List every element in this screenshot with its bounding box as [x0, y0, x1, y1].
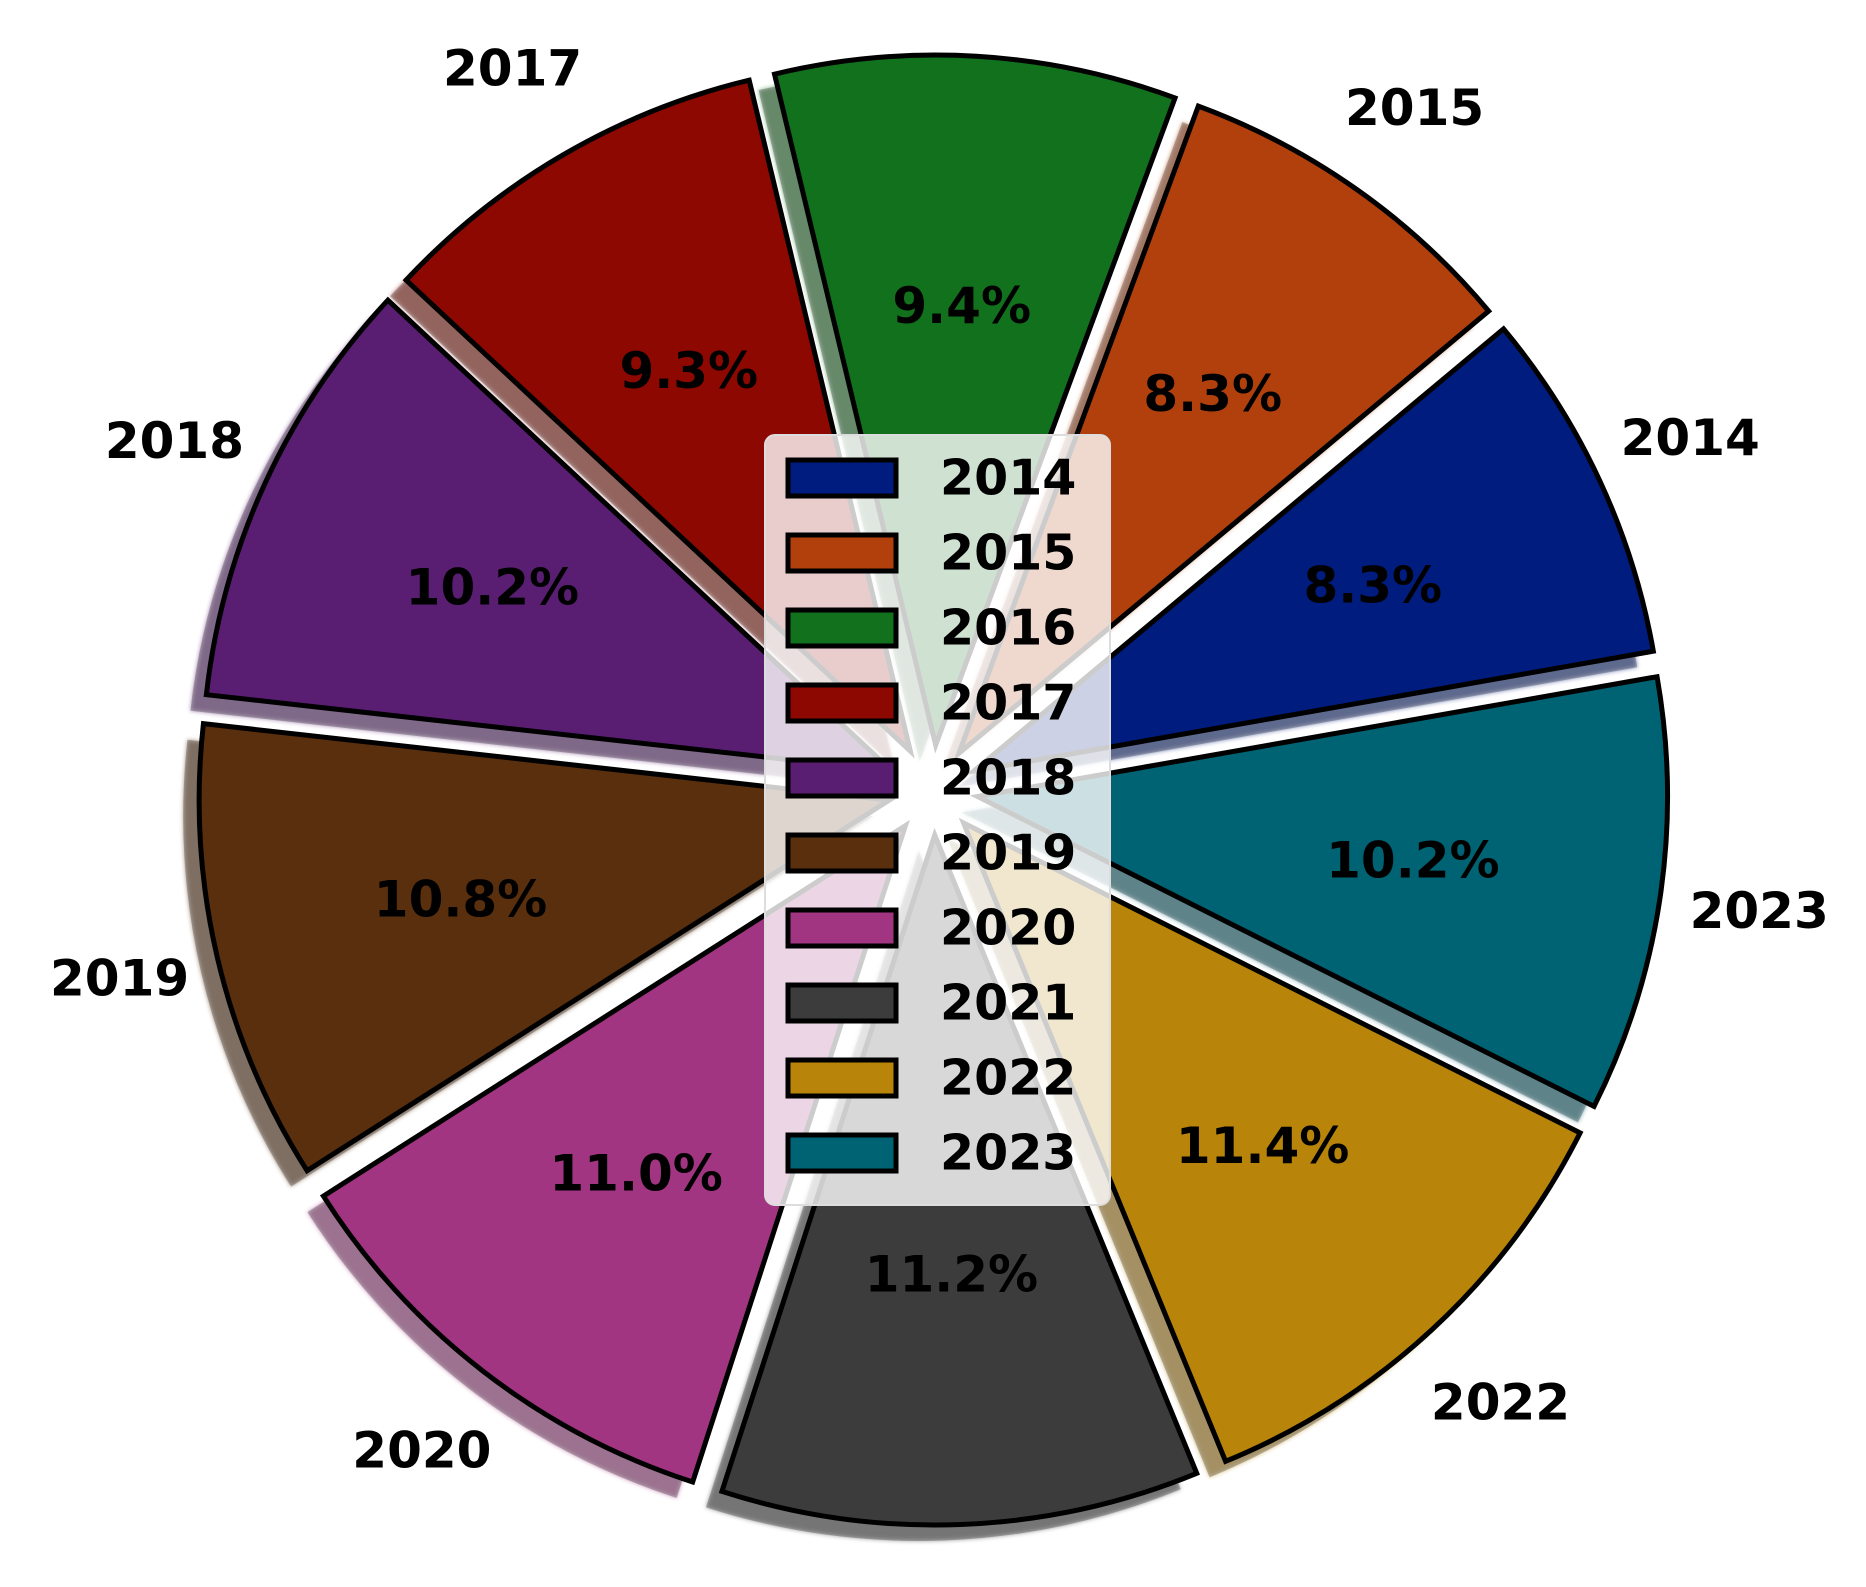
category-label-2023: 2023 — [1690, 882, 1829, 940]
legend-label-2014: 2014 — [940, 450, 1076, 507]
legend-swatch-2016 — [785, 607, 899, 649]
legend-swatch-2015 — [785, 532, 899, 574]
category-label-2019: 2019 — [50, 950, 189, 1008]
legend-label-2017: 2017 — [940, 675, 1076, 732]
legend: 2014 2015 2016 2017 2018 2019 2020 2021 2022 2023 — [764, 434, 1111, 1206]
percent-label-2014: 8.3% — [1303, 557, 1442, 615]
legend-swatch-2018 — [785, 757, 899, 799]
legend-label-2023: 2023 — [940, 1125, 1076, 1182]
legend-label-2021: 2021 — [940, 975, 1076, 1032]
percent-labels: 8.3% 8.3% 9.4% 9.3% 10.2% 10.8% 11.0% 11.2% 11.4… — [374, 277, 1500, 1304]
legend-label-2015: 2015 — [940, 525, 1076, 582]
legend-label-2018: 2018 — [940, 750, 1076, 807]
pie-slice-2019 — [196, 720, 897, 1175]
category-label-2018: 2018 — [105, 412, 244, 470]
pie-slice-2016 — [771, 52, 1179, 754]
legend-label-2016: 2016 — [940, 600, 1076, 657]
category-label-2014: 2014 — [1621, 409, 1760, 467]
pie-slice-2022 — [958, 817, 1584, 1465]
legend-label-2022: 2022 — [940, 1050, 1076, 1107]
percent-label-2021: 11.2% — [865, 1246, 1038, 1304]
category-label-2020: 2020 — [352, 1421, 491, 1479]
percent-label-2023: 10.2% — [1326, 831, 1499, 889]
percent-label-2020: 11.0% — [549, 1145, 722, 1203]
legend-swatch-2022 — [785, 1057, 899, 1099]
percent-label-2019: 10.8% — [374, 871, 547, 929]
percent-label-2017: 9.3% — [619, 342, 758, 400]
legend-swatch-2019 — [785, 832, 899, 874]
category-label-2017: 2017 — [443, 40, 582, 98]
legend-swatch-2021 — [785, 982, 899, 1024]
legend-label-2020: 2020 — [940, 900, 1076, 957]
pie-slice-2020 — [319, 819, 910, 1486]
percent-label-2016: 9.4% — [892, 277, 1031, 335]
percent-label-2018: 10.2% — [406, 558, 579, 616]
category-labels: 2014 2015 2016 2017 2018 2019 2020 2021 2022 2023 — [50, 40, 1829, 1480]
legend-swatch-2023 — [785, 1132, 899, 1174]
pie-slice-2018 — [203, 296, 900, 775]
category-label-2015: 2015 — [1345, 79, 1484, 137]
pie-slice-2023 — [969, 673, 1670, 1110]
percent-label-2015: 8.3% — [1143, 365, 1282, 423]
pie-slice-2014 — [965, 325, 1657, 776]
legend-swatch-2017 — [785, 682, 899, 724]
percent-label-2022: 11.4% — [1176, 1117, 1349, 1175]
category-label-2022: 2022 — [1431, 1373, 1570, 1431]
legend-label-2019: 2019 — [940, 825, 1076, 882]
legend-swatch-2014 — [785, 457, 899, 499]
legend-swatch-2020 — [785, 907, 899, 949]
